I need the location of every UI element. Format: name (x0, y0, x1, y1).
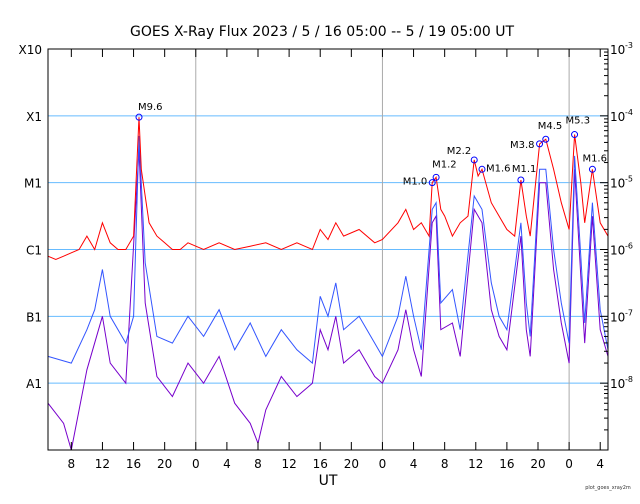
flare-class-label: X1 (26, 110, 42, 124)
x-tick-label: 20 (344, 457, 359, 471)
x-axis-label: UT (319, 473, 338, 489)
flare-marker (478, 165, 486, 173)
flare-marker (470, 156, 478, 164)
flare-label: M3.8 (510, 140, 535, 151)
y-tick-label: 10 (610, 43, 625, 57)
flare-marker (542, 135, 550, 143)
x-tick-label: 12 (281, 457, 296, 471)
y-tick-exponent: -7 (625, 308, 633, 317)
x-tick-label: 4 (410, 457, 418, 471)
flare-label: M1.6 (486, 163, 511, 174)
y-tick-label: 10 (610, 177, 625, 191)
series-line-short-alt (47, 149, 609, 451)
flare-marker (588, 165, 596, 173)
series-line-long (47, 117, 609, 261)
flare-label: M2.2 (447, 146, 472, 157)
flare-label: M9.6 (138, 102, 163, 113)
flare-class-label: X10 (19, 43, 43, 57)
y-tick-label: 10 (610, 310, 625, 324)
y-tick-label: 10 (610, 110, 625, 124)
flare-class-label: B1 (26, 310, 42, 324)
flare-class-label: M1 (24, 177, 42, 191)
y-tick-exponent: -8 (625, 375, 633, 384)
flare-label: M1.6 (582, 153, 607, 164)
x-tick-label: 20 (530, 457, 545, 471)
x-tick-label: 8 (254, 457, 262, 471)
x-tick-label: 0 (379, 457, 387, 471)
flare-class-label: C1 (26, 244, 42, 258)
flare-marker (517, 176, 525, 184)
flare-marker (135, 113, 143, 121)
x-tick-label: 4 (223, 457, 231, 471)
x-tick-label: 16 (499, 457, 514, 471)
y-tick-exponent: -6 (625, 242, 633, 251)
y-tick-label: 10 (610, 244, 625, 258)
y-tick-exponent: -4 (625, 108, 633, 117)
flare-class-label: A1 (26, 377, 42, 391)
y-tick-exponent: -5 (625, 175, 633, 184)
y-tick-exponent: -3 (625, 41, 633, 50)
x-tick-label: 8 (68, 457, 76, 471)
chart-title: GOES X-Ray Flux 2023 / 5 / 16 05:00 -- 5… (130, 24, 514, 40)
flare-label: M1.2 (432, 159, 457, 170)
flare-marker (536, 140, 544, 148)
series-line-short (47, 135, 609, 365)
x-tick-label: 0 (565, 457, 573, 471)
x-tick-label: 12 (468, 457, 483, 471)
flare-label: M5.3 (566, 116, 591, 127)
flare-label: M1.1 (512, 164, 537, 175)
flare-marker (432, 173, 440, 181)
x-tick-label: 12 (95, 457, 110, 471)
x-tick-label: 16 (126, 457, 141, 471)
x-tick-label: 16 (313, 457, 328, 471)
footnote: plot_goes_xray2m (585, 485, 631, 491)
flare-marker (428, 179, 436, 187)
x-tick-label: 20 (157, 457, 172, 471)
y-tick-label: 10 (610, 377, 625, 391)
flare-label: M1.0 (403, 177, 428, 188)
flare-marker (571, 131, 579, 139)
flare-label: M4.5 (538, 121, 563, 132)
x-tick-label: 4 (596, 457, 604, 471)
x-tick-label: 0 (192, 457, 200, 471)
x-tick-label: 8 (441, 457, 449, 471)
